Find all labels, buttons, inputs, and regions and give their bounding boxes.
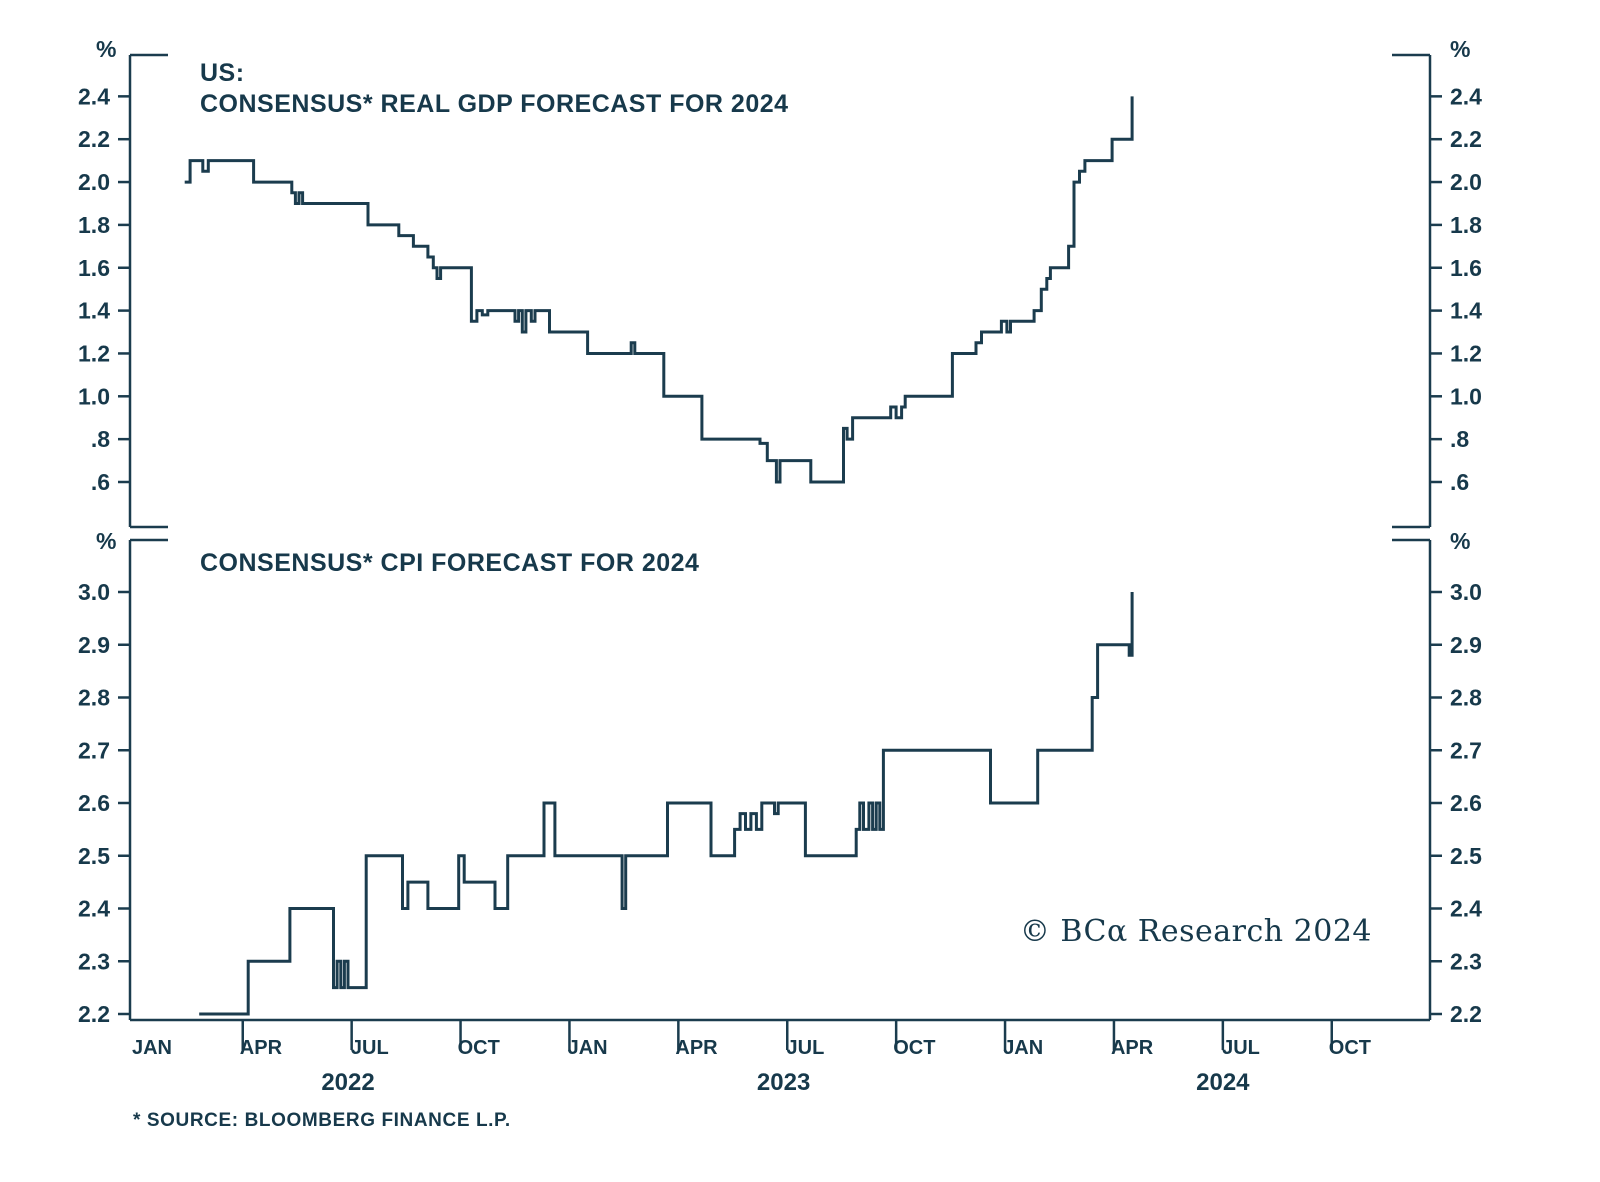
y-axis-label-right: 2.9 — [1450, 632, 1482, 658]
y-axis-label-right: 2.7 — [1450, 737, 1482, 763]
y-axis-label-left: 2.7 — [78, 737, 110, 763]
y-axis-label-left: 2.3 — [78, 948, 110, 974]
series-path-consensus-real-gdp-forecast-2024 — [184, 96, 1134, 484]
gdp-title-line1: US: — [200, 59, 245, 87]
x-axis-month-label: APR — [240, 1037, 283, 1059]
y-axis-label-left: 2.6 — [78, 790, 110, 816]
y-axis-label-right: 1.6 — [1450, 255, 1482, 281]
y-axis-label-right: 2.6 — [1450, 790, 1482, 816]
y-axis-label-left: 2.4 — [78, 896, 110, 922]
y-axis-label-right: 1.2 — [1450, 340, 1482, 366]
x-axis-month-label: APR — [1111, 1037, 1154, 1059]
x-axis-month-label: JUL — [351, 1037, 389, 1059]
y-axis-label-left: 2.2 — [78, 1001, 110, 1027]
y-axis-label-right: 2.5 — [1450, 843, 1482, 869]
y-axis-label-right: 2.2 — [1450, 126, 1482, 152]
y-axis-label-right: .8 — [1450, 426, 1469, 452]
y-axis-label-left: 2.9 — [78, 632, 110, 658]
y-axis-label-right: 2.8 — [1450, 685, 1482, 711]
y-axis-label-left: 3.0 — [78, 579, 110, 605]
percent-label-bottom-right: % — [1450, 528, 1471, 554]
x-axis-month-label: JUL — [787, 1037, 825, 1059]
y-axis-label-right: 1.4 — [1450, 298, 1482, 324]
x-axis-year-label: 2024 — [1196, 1069, 1250, 1096]
y-axis-label-right: 2.3 — [1450, 948, 1482, 974]
x-axis-month-label: JAN — [132, 1037, 172, 1059]
y-axis-label-right: 1.8 — [1450, 212, 1482, 238]
x-axis-month-label: APR — [675, 1037, 718, 1059]
y-axis-label-right: .6 — [1450, 469, 1469, 495]
y-axis-label-left: 1.4 — [78, 298, 110, 324]
y-axis-label-right: 2.4 — [1450, 83, 1482, 109]
y-axis-label-left: .6 — [91, 469, 110, 495]
y-axis-label-right: 3.0 — [1450, 579, 1482, 605]
y-axis-label-right: 2.0 — [1450, 169, 1482, 195]
y-axis-label-left: 1.0 — [78, 383, 110, 409]
y-axis-label-right: 1.0 — [1450, 383, 1482, 409]
x-axis-month-label: JUL — [1222, 1037, 1260, 1059]
x-axis-month-label: OCT — [893, 1037, 935, 1059]
y-axis-label-left: 2.2 — [78, 126, 110, 152]
x-axis-month-label: JAN — [568, 1037, 608, 1059]
y-axis-label-right: 2.2 — [1450, 1001, 1482, 1027]
percent-label-top-right: % — [1450, 36, 1471, 62]
x-axis-month-label: JAN — [1003, 1037, 1043, 1059]
y-axis-label-left: 2.5 — [78, 843, 110, 869]
x-axis-month-label: OCT — [458, 1037, 500, 1059]
bca-research-logo: © BCα Research 2024 — [1019, 914, 1372, 949]
x-axis-year-label: 2022 — [321, 1069, 374, 1096]
y-axis-label-right: 2.4 — [1450, 896, 1482, 922]
cpi-chart-title: CONSENSUS* CPI FORECAST FOR 2024 — [200, 549, 700, 577]
y-axis-label-left: 1.8 — [78, 212, 110, 238]
y-axis-label-left: .8 — [91, 426, 110, 452]
percent-label-bottom-left: % — [96, 528, 117, 554]
source-note: * SOURCE: BLOOMBERG FINANCE L.P. — [133, 1110, 511, 1131]
y-axis-label-left: 1.6 — [78, 255, 110, 281]
gdp-chart-title: US: CONSENSUS* REAL GDP FORECAST FOR 202… — [200, 58, 789, 120]
gdp-title-line2: CONSENSUS* REAL GDP FORECAST FOR 2024 — [200, 90, 789, 118]
series-path-consensus-cpi-forecast-2024 — [199, 592, 1134, 1016]
percent-label-top-left: % — [96, 36, 117, 62]
y-axis-label-left: 2.0 — [78, 169, 110, 195]
y-axis-label-left: 2.4 — [78, 83, 110, 109]
x-axis-month-label: OCT — [1329, 1037, 1371, 1059]
y-axis-label-left: 2.8 — [78, 685, 110, 711]
x-axis-year-label: 2023 — [757, 1069, 810, 1096]
y-axis-label-left: 1.2 — [78, 340, 110, 366]
